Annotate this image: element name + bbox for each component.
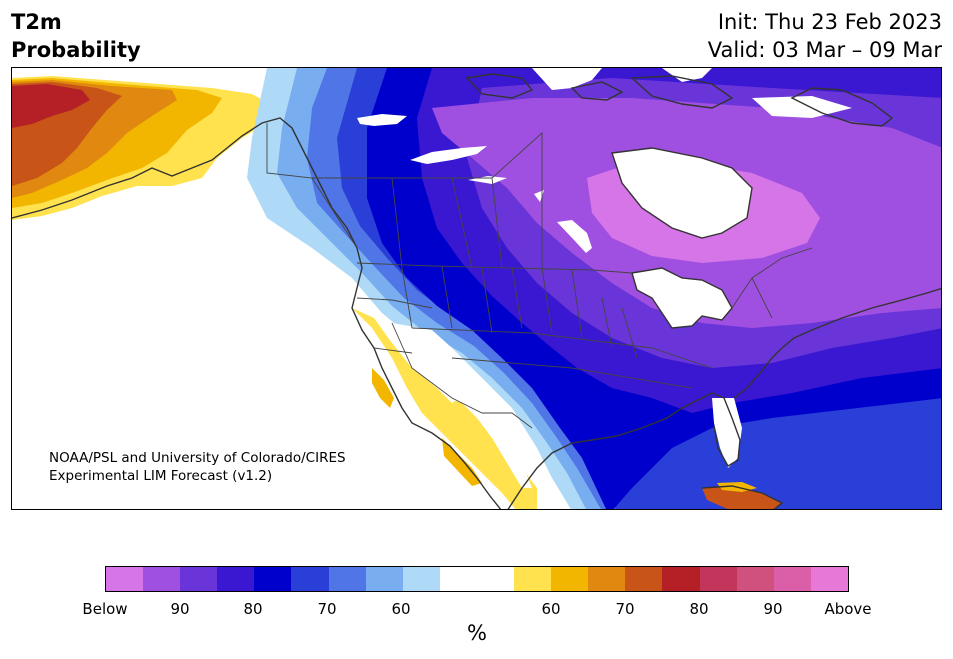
colorbar-segment: [180, 567, 218, 591]
colorbar-segment: [106, 567, 144, 591]
colorbar-segment: [736, 567, 774, 591]
arctic-water: [532, 68, 852, 118]
colorbar-tick-label: 90: [170, 600, 190, 618]
title-variable: T2m: [11, 10, 62, 34]
colorbar-tick-label: 80: [243, 600, 263, 618]
colorbar-segment: [328, 567, 366, 591]
colorbar-segment: [773, 567, 811, 591]
valid-range: Valid: 03 Mar – 09 Mar: [707, 38, 942, 62]
mexico-white-region: [392, 323, 532, 488]
alaska-a60-region: [12, 84, 90, 128]
colorbar-segment: [514, 567, 552, 591]
sw-a40-region: [352, 308, 537, 509]
colorbar-segment: [439, 567, 477, 591]
colorbar-tick-label: 70: [615, 600, 635, 618]
forecast-dates: Init: Thu 23 Feb 2023 Valid: 03 Mar – 09…: [708, 8, 942, 64]
colorbar-tick-label: Below: [82, 600, 128, 618]
map-title: T2m Probability: [11, 8, 141, 64]
political-borders: [266, 123, 813, 429]
florida-white-region: [712, 398, 742, 468]
colorbar-segment: [254, 567, 292, 591]
credit-line-1: NOAA/PSL and University of Colorado/CIRE…: [49, 450, 346, 466]
colorbar-tick-label: 90: [763, 600, 783, 618]
colorbar-segment: [551, 567, 589, 591]
lake-athabasca: [468, 176, 507, 184]
coastlines: [12, 73, 941, 509]
colorbar-tick-label: 70: [317, 600, 337, 618]
probability-map: [11, 67, 942, 510]
great-bear-lake: [357, 114, 407, 126]
sw-a45-region: [372, 368, 482, 486]
colorbar-segment: [625, 567, 663, 591]
lake-winnipeg: [557, 220, 592, 253]
colorbar-segment: [402, 567, 440, 591]
colorbar-tick-label: 60: [391, 600, 411, 618]
colorbar-segment: [588, 567, 626, 591]
colorbar-segment: [143, 567, 181, 591]
init-date: Init: Thu 23 Feb 2023: [717, 10, 942, 34]
colorbar-segment: [699, 567, 737, 591]
colorbar-tick-label: Above: [824, 600, 872, 618]
map-canvas: [12, 68, 941, 509]
reindeer-lake: [534, 190, 544, 202]
credit-line-2: Experimental LIM Forecast (v1.2): [49, 468, 273, 484]
great-slave-lake: [410, 146, 487, 164]
title-type: Probability: [11, 38, 141, 62]
caribbean-a55-region: [702, 486, 782, 509]
colorbar-segment: [662, 567, 700, 591]
colorbar-segment: [810, 567, 848, 591]
colorbar-tick-label: 60: [541, 600, 561, 618]
colorbar-segment: [365, 567, 403, 591]
colorbar-segment: [291, 567, 329, 591]
hudson-bay: [612, 148, 752, 238]
colorbar-segment: [476, 567, 515, 591]
colorbar: [105, 566, 849, 592]
colorbar-segment: [217, 567, 255, 591]
colorbar-tick-label: 80: [689, 600, 709, 618]
credit-text: NOAA/PSL and University of Colorado/CIRE…: [49, 449, 346, 485]
colorbar-unit-label: %: [467, 621, 487, 645]
